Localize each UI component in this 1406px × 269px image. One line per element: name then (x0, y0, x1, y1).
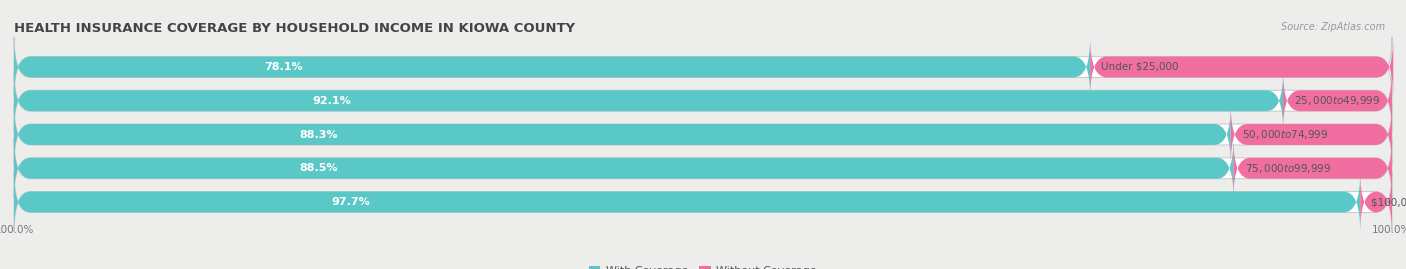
FancyBboxPatch shape (14, 104, 1230, 165)
FancyBboxPatch shape (14, 138, 1392, 198)
FancyBboxPatch shape (14, 71, 1392, 131)
FancyBboxPatch shape (14, 71, 1284, 131)
Legend: With Coverage, Without Coverage: With Coverage, Without Coverage (585, 261, 821, 269)
FancyBboxPatch shape (14, 172, 1392, 232)
FancyBboxPatch shape (14, 104, 1392, 165)
Text: 92.1%: 92.1% (312, 96, 350, 106)
Text: 88.5%: 88.5% (299, 163, 339, 173)
Text: Under $25,000: Under $25,000 (1101, 62, 1178, 72)
FancyBboxPatch shape (1230, 104, 1392, 165)
Text: $25,000 to $49,999: $25,000 to $49,999 (1294, 94, 1381, 107)
FancyBboxPatch shape (1090, 37, 1393, 97)
FancyBboxPatch shape (14, 138, 1233, 198)
FancyBboxPatch shape (1284, 71, 1392, 131)
Text: $75,000 to $99,999: $75,000 to $99,999 (1244, 162, 1331, 175)
FancyBboxPatch shape (14, 172, 1360, 232)
Text: HEALTH INSURANCE COVERAGE BY HOUSEHOLD INCOME IN KIOWA COUNTY: HEALTH INSURANCE COVERAGE BY HOUSEHOLD I… (14, 22, 575, 35)
Text: 88.3%: 88.3% (299, 129, 337, 140)
Text: $50,000 to $74,999: $50,000 to $74,999 (1241, 128, 1329, 141)
Text: Source: ZipAtlas.com: Source: ZipAtlas.com (1281, 22, 1385, 31)
FancyBboxPatch shape (1360, 172, 1392, 232)
Text: $100,000 and over: $100,000 and over (1371, 197, 1406, 207)
FancyBboxPatch shape (14, 37, 1090, 97)
FancyBboxPatch shape (1233, 138, 1392, 198)
FancyBboxPatch shape (14, 37, 1392, 97)
Text: 97.7%: 97.7% (332, 197, 370, 207)
Text: 78.1%: 78.1% (264, 62, 302, 72)
